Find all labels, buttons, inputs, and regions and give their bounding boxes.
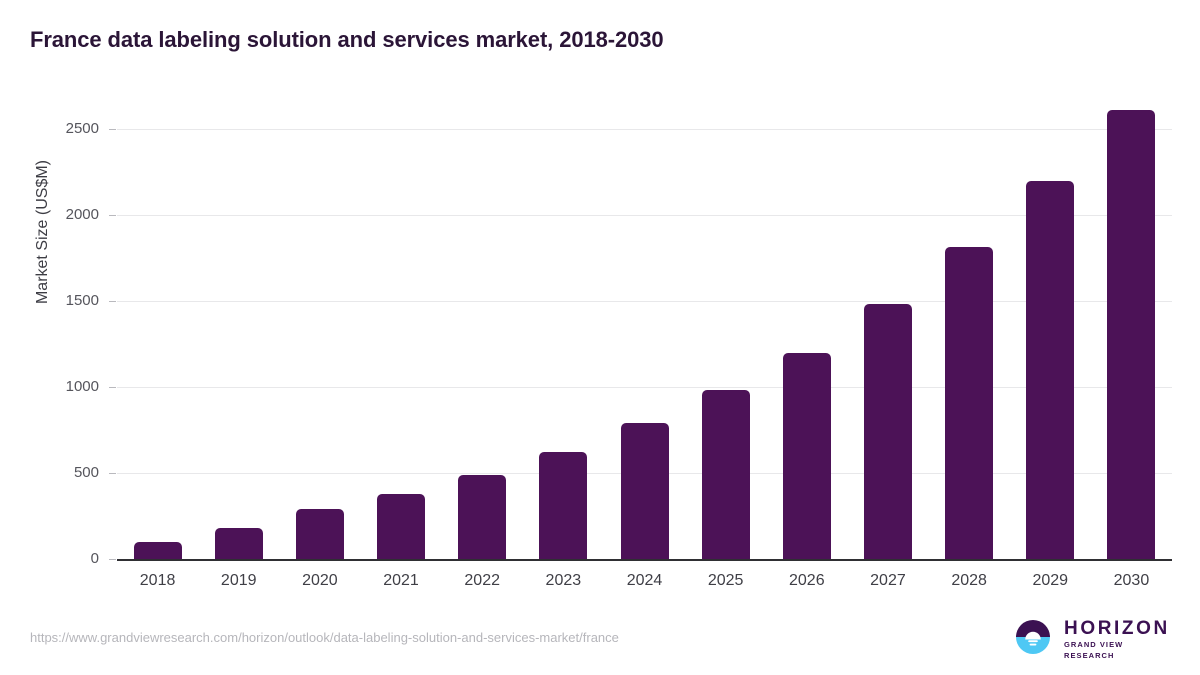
x-axis-tick-label: 2024 [626,572,663,589]
gridline [117,301,1172,302]
bar-2030[interactable] [1107,110,1156,559]
y-axis-tick-label: 500 [73,464,99,481]
horizon-logo-icon [1012,616,1054,658]
x-axis-line [117,559,1172,561]
bar-2020[interactable] [295,509,344,559]
bar-2022[interactable] [458,475,507,559]
bar-2026[interactable] [782,353,831,559]
y-axis-tick-mark [109,301,116,302]
gridline [117,387,1172,388]
source-url[interactable]: https://www.grandviewresearch.com/horizo… [30,630,619,645]
x-axis-tick-label: 2028 [951,572,987,589]
bar-2023[interactable] [539,452,588,559]
bar-2029[interactable] [1026,180,1075,559]
horizon-logo[interactable]: HORIZON GRAND VIEW RESEARCH [1012,616,1174,661]
gridline [117,129,1172,130]
x-axis-tick-label: 2027 [870,572,906,589]
x-axis-tick-label: 2022 [464,572,500,589]
bar-2021[interactable] [377,493,426,559]
x-axis-tick-label: 2019 [220,572,257,589]
bar-2028[interactable] [945,246,994,559]
y-axis-tick-label: 1000 [65,378,99,395]
x-axis-tick-label: 2023 [545,572,582,589]
logo-tagline: GRAND VIEW RESEARCH [1064,640,1124,660]
y-axis-tick-label: 1500 [65,292,99,309]
y-axis-tick-label: 2500 [65,120,99,137]
bars-layer [117,0,1172,675]
x-axis-tick-label: 2018 [139,572,176,589]
y-axis-tick-label: 2000 [65,206,99,223]
y-axis-tick-mark [109,215,116,216]
x-axis-tick-label: 2021 [383,572,419,589]
y-axis-tick-mark [109,387,116,388]
y-axis-tick-label: 0 [90,550,99,567]
page-title: France data labeling solution and servic… [30,27,664,52]
y-axis-tick-mark [109,129,116,130]
bar-2024[interactable] [620,423,669,559]
bar-2025[interactable] [701,390,750,559]
y-axis-title: Market Size (US$M) [34,159,51,305]
x-axis-tick-label: 2025 [707,572,744,589]
bar-2019[interactable] [214,528,263,559]
bar-2027[interactable] [863,304,912,559]
y-axis-tick-mark [109,473,116,474]
gridline [117,215,1172,216]
x-axis-tick-label: 2026 [789,572,825,589]
x-axis-tick-label: 2020 [302,572,338,589]
bar-2018[interactable] [133,541,182,559]
x-axis-tick-label: 2030 [1113,572,1150,589]
y-axis-title-holder: Market Size (US$M) [34,0,51,675]
logo-wordmark: HORIZON [1064,618,1170,639]
horizon-logo-text: HORIZON GRAND VIEW RESEARCH [1064,618,1174,661]
x-axis-tick-label: 2029 [1032,572,1069,589]
y-axis-tick-mark [109,559,116,560]
